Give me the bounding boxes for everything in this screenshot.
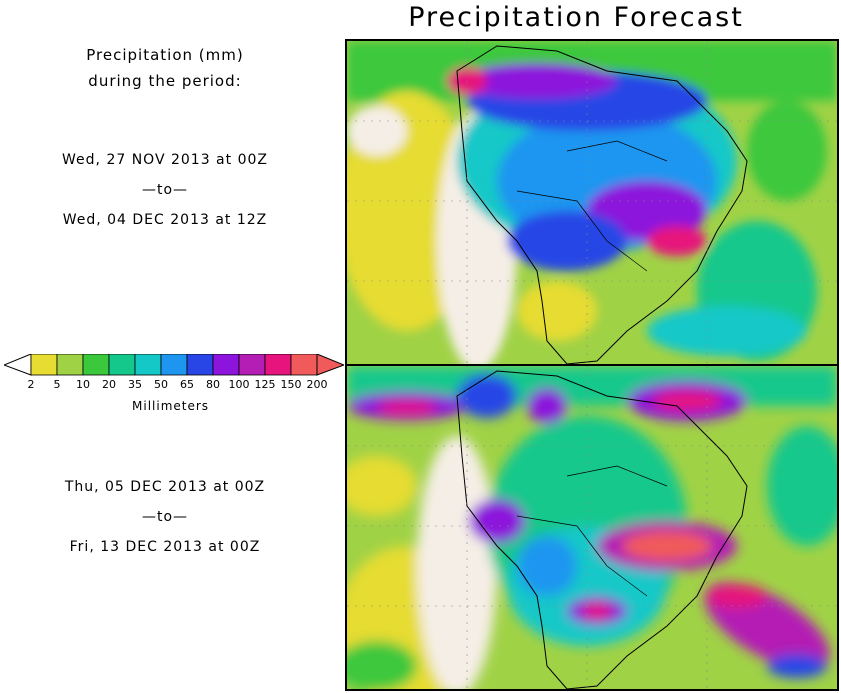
period1-end: Wed, 04 DEC 2013 at 12Z [62,212,268,228]
legend-color-box [30,354,58,376]
legend-tick-label: 10 [76,378,90,391]
legend-colorbar [4,354,344,376]
units-heading-line1: Precipitation (mm) [86,46,244,64]
map-panel-period2 [345,364,839,691]
legend-color-box [56,354,84,376]
legend-color-box [160,354,188,376]
legend-color-box [134,354,162,376]
legend-tick-label: 80 [206,378,220,391]
legend-tick-label: 125 [254,378,276,391]
legend-color-box [264,354,292,376]
map-title: Precipitation Forecast [408,2,744,33]
legend-over-arrow [316,354,344,376]
legend-tick-label: 200 [306,378,328,391]
legend-tick-label: 2 [27,378,35,391]
legend-color-box [186,354,214,376]
legend-color-box [238,354,266,376]
legend-units-label: Millimeters [132,399,210,413]
period1-separator: —to— [141,182,189,198]
period1-start: Wed, 27 NOV 2013 at 00Z [62,152,268,168]
legend-tick-label: 35 [128,378,142,391]
legend-tick-label: 5 [53,378,61,391]
legend-color-box [290,354,318,376]
legend-tick-label: 150 [280,378,302,391]
legend-color-box [212,354,240,376]
legend-tick-label: 100 [228,378,250,391]
legend-tick-label: 65 [180,378,194,391]
units-heading-line2: during the period: [88,72,242,90]
period2-start: Thu, 05 DEC 2013 at 00Z [64,479,266,495]
legend-color-box [108,354,136,376]
legend-color-box [82,354,110,376]
legend-tick-label: 20 [102,378,116,391]
period2-separator: —to— [141,509,189,525]
period2-end: Fri, 13 DEC 2013 at 00Z [69,539,261,555]
legend-under-arrow [4,354,32,376]
map-panel-period1 [345,39,839,366]
legend-tick-label: 50 [154,378,168,391]
